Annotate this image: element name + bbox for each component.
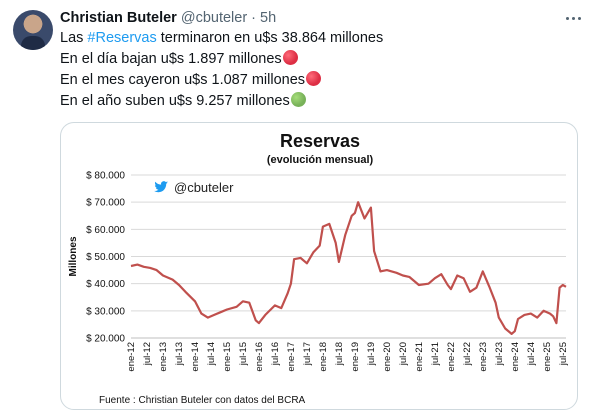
x-tick-label: jul-16 — [270, 342, 281, 366]
x-tick-label: jul-12 — [142, 342, 153, 366]
x-tick-label: jul-15 — [238, 342, 249, 366]
x-tick-label: jul-25 — [558, 342, 569, 366]
author-avatar[interactable] — [13, 10, 53, 50]
y-tick-label: $ 30.000 — [86, 306, 125, 317]
x-tick-label: ene-22 — [446, 342, 457, 372]
tweet-line-3-text: En el mes cayeron u$s 1.087 millones — [60, 72, 306, 88]
x-tick-label: ene-25 — [542, 342, 553, 372]
tweet-line-2-text: En el día bajan u$s 1.897 millones — [60, 51, 282, 67]
x-tick-label: jul-14 — [206, 342, 217, 366]
red-circle-icon — [306, 71, 322, 86]
x-tick-label: jul-20 — [398, 342, 409, 366]
series-line-reservas — [130, 201, 567, 335]
x-tick-label: ene-12 — [126, 342, 137, 372]
x-tick-label: ene-19 — [350, 342, 361, 372]
tweet-line-4-text: En el año suben u$s 9.257 millones — [60, 93, 290, 109]
x-tick-label: ene-18 — [318, 342, 329, 372]
tweet-line-1-suffix: terminaron en u$s 38.864 millones — [156, 30, 384, 46]
chart-title: Reservas — [280, 131, 360, 151]
chart-source: Fuente : Christian Buteler con datos del… — [99, 395, 306, 406]
red-circle-icon — [282, 50, 298, 65]
tweet-line-1-prefix: Las — [60, 30, 88, 46]
twitter-bird-icon — [154, 181, 168, 193]
hashtag-link[interactable]: #Reservas — [87, 30, 157, 46]
x-tick-label: ene-16 — [254, 342, 265, 372]
x-tick-label: ene-20 — [382, 342, 393, 372]
tweet-line-1: Las #Reservas terminaron en u$s 38.864 m… — [60, 28, 383, 48]
y-tick-label: $ 20.000 — [86, 334, 125, 345]
tweet-media-image[interactable]: Reservas (evolución mensual) @cbuteler F… — [60, 122, 578, 410]
x-tick-label: jul-24 — [526, 342, 537, 366]
tweet-line-3: En el mes cayeron u$s 1.087 millones — [60, 70, 322, 90]
tweet-line-4: En el año suben u$s 9.257 millones — [60, 91, 306, 111]
y-tick-label: $ 50.000 — [86, 252, 125, 263]
x-tick-label: jul-22 — [462, 342, 473, 366]
tweet-line-2: En el día bajan u$s 1.897 millones — [60, 49, 298, 69]
y-tick-label: $ 70.000 — [86, 198, 125, 209]
x-tick-label: jul-19 — [366, 342, 377, 366]
y-axis-label: Millones — [68, 236, 79, 276]
x-tick-label: ene-14 — [190, 342, 201, 372]
reservas-chart: Reservas (evolución mensual) @cbuteler F… — [68, 131, 569, 406]
x-tick-label: ene-13 — [158, 342, 169, 372]
x-tick-label: jul-21 — [430, 342, 441, 366]
x-tick-label: jul-13 — [174, 342, 185, 366]
x-tick-label: jul-17 — [302, 342, 313, 366]
x-tick-label: jul-18 — [334, 342, 345, 366]
tweet-timestamp[interactable]: 5h — [260, 10, 277, 26]
author-handle[interactable]: @cbuteler — [180, 10, 248, 26]
green-circle-icon — [290, 92, 306, 107]
x-tick-label: ene-21 — [414, 342, 425, 372]
x-tick-label: ene-15 — [222, 342, 233, 372]
x-tick-label: jul-23 — [494, 342, 505, 366]
header-separator: · — [251, 10, 256, 26]
more-options-icon[interactable] — [560, 9, 586, 27]
chart-watermark: @cbuteler — [174, 180, 234, 195]
x-tick-label: ene-23 — [478, 342, 489, 372]
tweet-header: Christian Buteler @cbuteler · 5h — [60, 9, 276, 27]
y-tick-label: $ 40.000 — [86, 279, 125, 290]
x-tick-label: ene-24 — [510, 342, 521, 372]
author-name[interactable]: Christian Buteler — [60, 10, 177, 26]
chart-subtitle: (evolución mensual) — [267, 154, 374, 166]
y-tick-label: $ 60.000 — [86, 225, 125, 236]
y-tick-label: $ 80.000 — [86, 171, 125, 182]
x-tick-label: ene-17 — [286, 342, 297, 372]
